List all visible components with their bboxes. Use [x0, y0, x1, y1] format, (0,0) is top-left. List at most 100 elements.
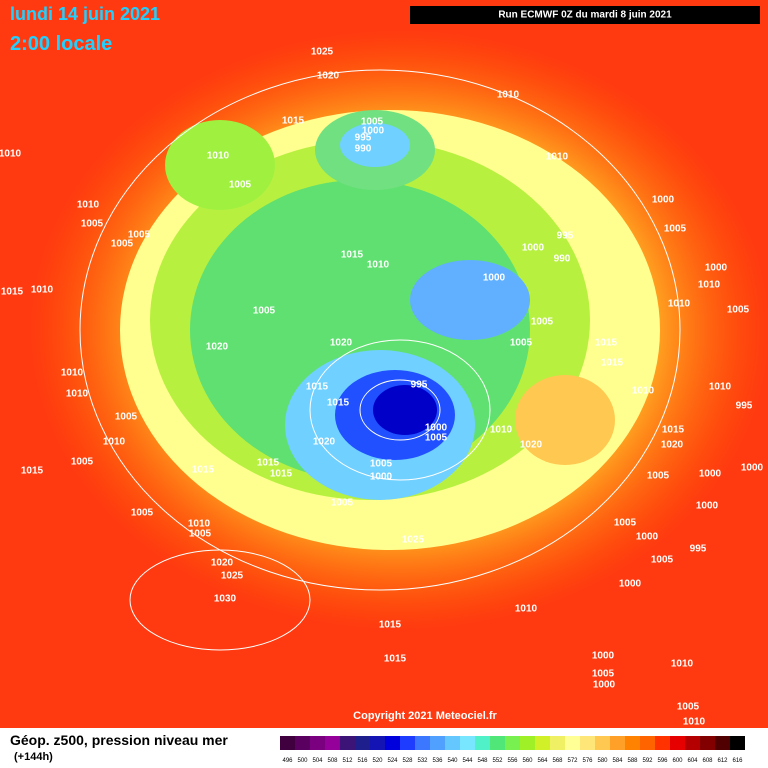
isobar-label: 1000: [592, 651, 615, 662]
colorbar-label: 564: [537, 758, 548, 764]
isobar-label: 995: [736, 401, 753, 412]
isobar-label: 1005: [664, 224, 687, 235]
isobar-label: 1000: [636, 532, 659, 543]
colorbar-label: 612: [717, 758, 728, 764]
footer-lead: (+144h): [14, 751, 53, 763]
colorbar-label: 496: [282, 758, 293, 764]
isobar-label: 1010: [207, 151, 230, 162]
colorbar-swatch: [355, 736, 370, 750]
isobar-label: 990: [554, 254, 571, 265]
colorbar-swatch: [655, 736, 670, 750]
colorbar-label: 512: [342, 758, 353, 764]
colorbar-swatch: [490, 736, 505, 750]
isobar-label: 1005: [647, 471, 670, 482]
zone-cyan: [340, 123, 410, 167]
isobar-label: 1020: [330, 338, 353, 349]
run-label: Run ECMWF 0Z du mardi 8 juin 2021: [498, 10, 672, 21]
isobar-label: 1015: [257, 458, 280, 469]
colorbar-swatch: [310, 736, 325, 750]
isobar-label: 1005: [361, 117, 384, 128]
colorbar-swatch: [415, 736, 430, 750]
isobar-label: 1025: [221, 571, 244, 582]
isobar-label: 1005: [331, 498, 354, 509]
colorbar-swatch: [340, 736, 355, 750]
colorbar-label: 536: [432, 758, 443, 764]
colorbar-label: 588: [627, 758, 638, 764]
isobar-label: 1005: [111, 239, 134, 250]
colorbar-label: 548: [477, 758, 488, 764]
isobar-label: 1000: [593, 680, 616, 691]
isobar-label: 1020: [520, 440, 543, 451]
isobar-label: 1005: [425, 433, 448, 444]
isobar-label: 1000: [741, 463, 764, 474]
colorbar-swatch: [670, 736, 685, 750]
copyright: Copyright 2021 Meteociel.fr: [353, 710, 497, 722]
colorbar-label: 596: [657, 758, 668, 764]
colorbar-swatch: [640, 736, 655, 750]
colorbar-label: 608: [702, 758, 713, 764]
colorbar-swatch: [385, 736, 400, 750]
isobar-label: 1020: [211, 558, 234, 569]
isobar-label: 1005: [677, 702, 700, 713]
isobar-label: 1010: [66, 389, 89, 400]
isobar-label: 1015: [662, 425, 685, 436]
isobar-label: 1010: [61, 368, 84, 379]
colorbar-label: 500: [297, 758, 308, 764]
colorbar-label: 532: [417, 758, 428, 764]
isobar: [309, 339, 491, 481]
isobar-label: 1000: [522, 243, 545, 254]
isobar-label: 1000: [425, 423, 448, 434]
isobar-label: 1010: [31, 285, 54, 296]
colorbar-swatch: [370, 736, 385, 750]
colorbar-label: 568: [552, 758, 563, 764]
isobar-label: 1015: [595, 338, 618, 349]
zone-deepblue: [373, 385, 437, 435]
time: 2:00 locale: [10, 33, 112, 55]
zone-green: [165, 120, 275, 210]
isobar-label: 1010: [103, 437, 126, 448]
isobar-label: 995: [690, 544, 707, 555]
isobar-label: 1020: [317, 71, 340, 82]
colorbar-swatch: [445, 736, 460, 750]
colorbar-label: 556: [507, 758, 518, 764]
colorbar-label: 580: [597, 758, 608, 764]
isobar-label: 1010: [698, 280, 721, 291]
isobar-label: 1015: [1, 287, 24, 298]
isobar: [359, 379, 441, 441]
isobar-label: 1000: [370, 472, 393, 483]
isobar-label: 1005: [229, 180, 252, 191]
date: lundi 14 juin 2021: [10, 4, 160, 24]
colorbar-swatch: [280, 736, 295, 750]
colorbar-label: 524: [387, 758, 398, 764]
colorbar-swatch: [295, 736, 310, 750]
colorbar-swatch: [625, 736, 640, 750]
isobar-label: 1005: [253, 306, 276, 317]
isobar-label: 1015: [192, 465, 215, 476]
isobar-label: 1015: [379, 620, 402, 631]
colorbar-swatch: [700, 736, 715, 750]
isobar-label: 1005: [727, 305, 750, 316]
colorbar-label: 552: [492, 758, 503, 764]
isobar-label: 1010: [0, 149, 22, 160]
colorbar-label: 544: [462, 758, 473, 764]
isobar-label: 1010: [668, 299, 691, 310]
isobar-label: 1010: [671, 659, 694, 670]
isobar-label: 1010: [497, 90, 520, 101]
isobar-label: 1005: [614, 518, 637, 529]
isobar-label: 1030: [214, 594, 237, 605]
colorbar-swatch: [580, 736, 595, 750]
isobar-label: 995: [557, 231, 574, 242]
isobar-label: 1015: [21, 466, 44, 477]
colorbar-swatch: [550, 736, 565, 750]
isobar-label: 1025: [402, 535, 425, 546]
run-box: [410, 6, 760, 24]
colorbar-swatch: [730, 736, 745, 750]
colorbar-label: 520: [372, 758, 383, 764]
isobar-label: 1005: [651, 555, 674, 566]
isobar-label: 1010: [632, 386, 655, 397]
isobar-label: 1015: [327, 398, 350, 409]
colorbar-label: 584: [612, 758, 623, 764]
isobar-label: 995: [411, 380, 428, 391]
isobar-label: 1010: [546, 152, 569, 163]
isobar-label: 995: [355, 133, 372, 144]
